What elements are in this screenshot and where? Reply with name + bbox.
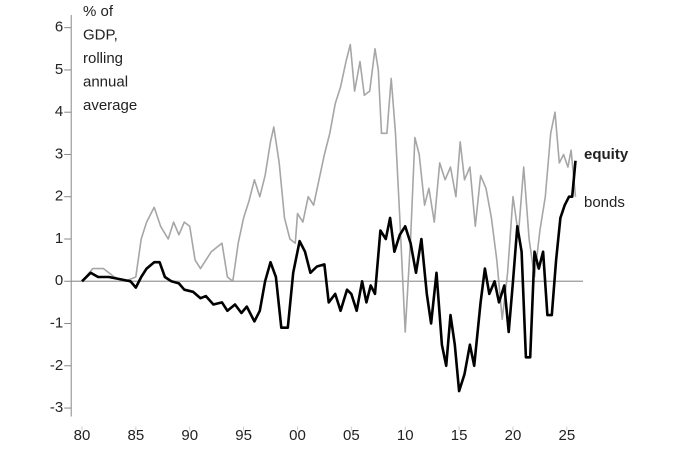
y-axis-label: rolling	[83, 50, 123, 67]
y-tick-label: 5	[55, 61, 63, 78]
x-tick-label: 80	[74, 427, 91, 444]
x-tick-label: 90	[181, 427, 198, 444]
x-tick-label: 00	[289, 427, 306, 444]
y-tick-label: 2	[55, 188, 63, 205]
series-line	[81, 160, 577, 393]
y-tick-label: 3	[55, 145, 63, 162]
y-tick-label: 0	[55, 272, 63, 289]
y-tick-label: -3	[50, 399, 63, 416]
series-label: equity	[584, 146, 629, 163]
x-tick-label: 85	[128, 427, 145, 444]
y-axis-label: GDP,	[83, 26, 118, 43]
y-tick-label: -2	[50, 357, 63, 374]
y-axis-label: annual	[83, 73, 128, 90]
y-axis-label: average	[83, 97, 137, 114]
x-tick-label: 10	[397, 427, 414, 444]
x-tick-label: 95	[235, 427, 252, 444]
x-tick-label: 05	[343, 427, 360, 444]
y-axis-label: % of	[83, 3, 114, 20]
series-line	[81, 43, 577, 333]
y-tick-label: 4	[55, 103, 63, 120]
y-tick-label: 6	[55, 19, 63, 36]
y-tick-label: -1	[50, 314, 63, 331]
y-tick-label: 1	[55, 230, 63, 247]
x-tick-label: 15	[451, 427, 468, 444]
x-tick-label: 25	[558, 427, 575, 444]
x-tick-label: 20	[505, 427, 522, 444]
series-label: bonds	[584, 194, 625, 211]
